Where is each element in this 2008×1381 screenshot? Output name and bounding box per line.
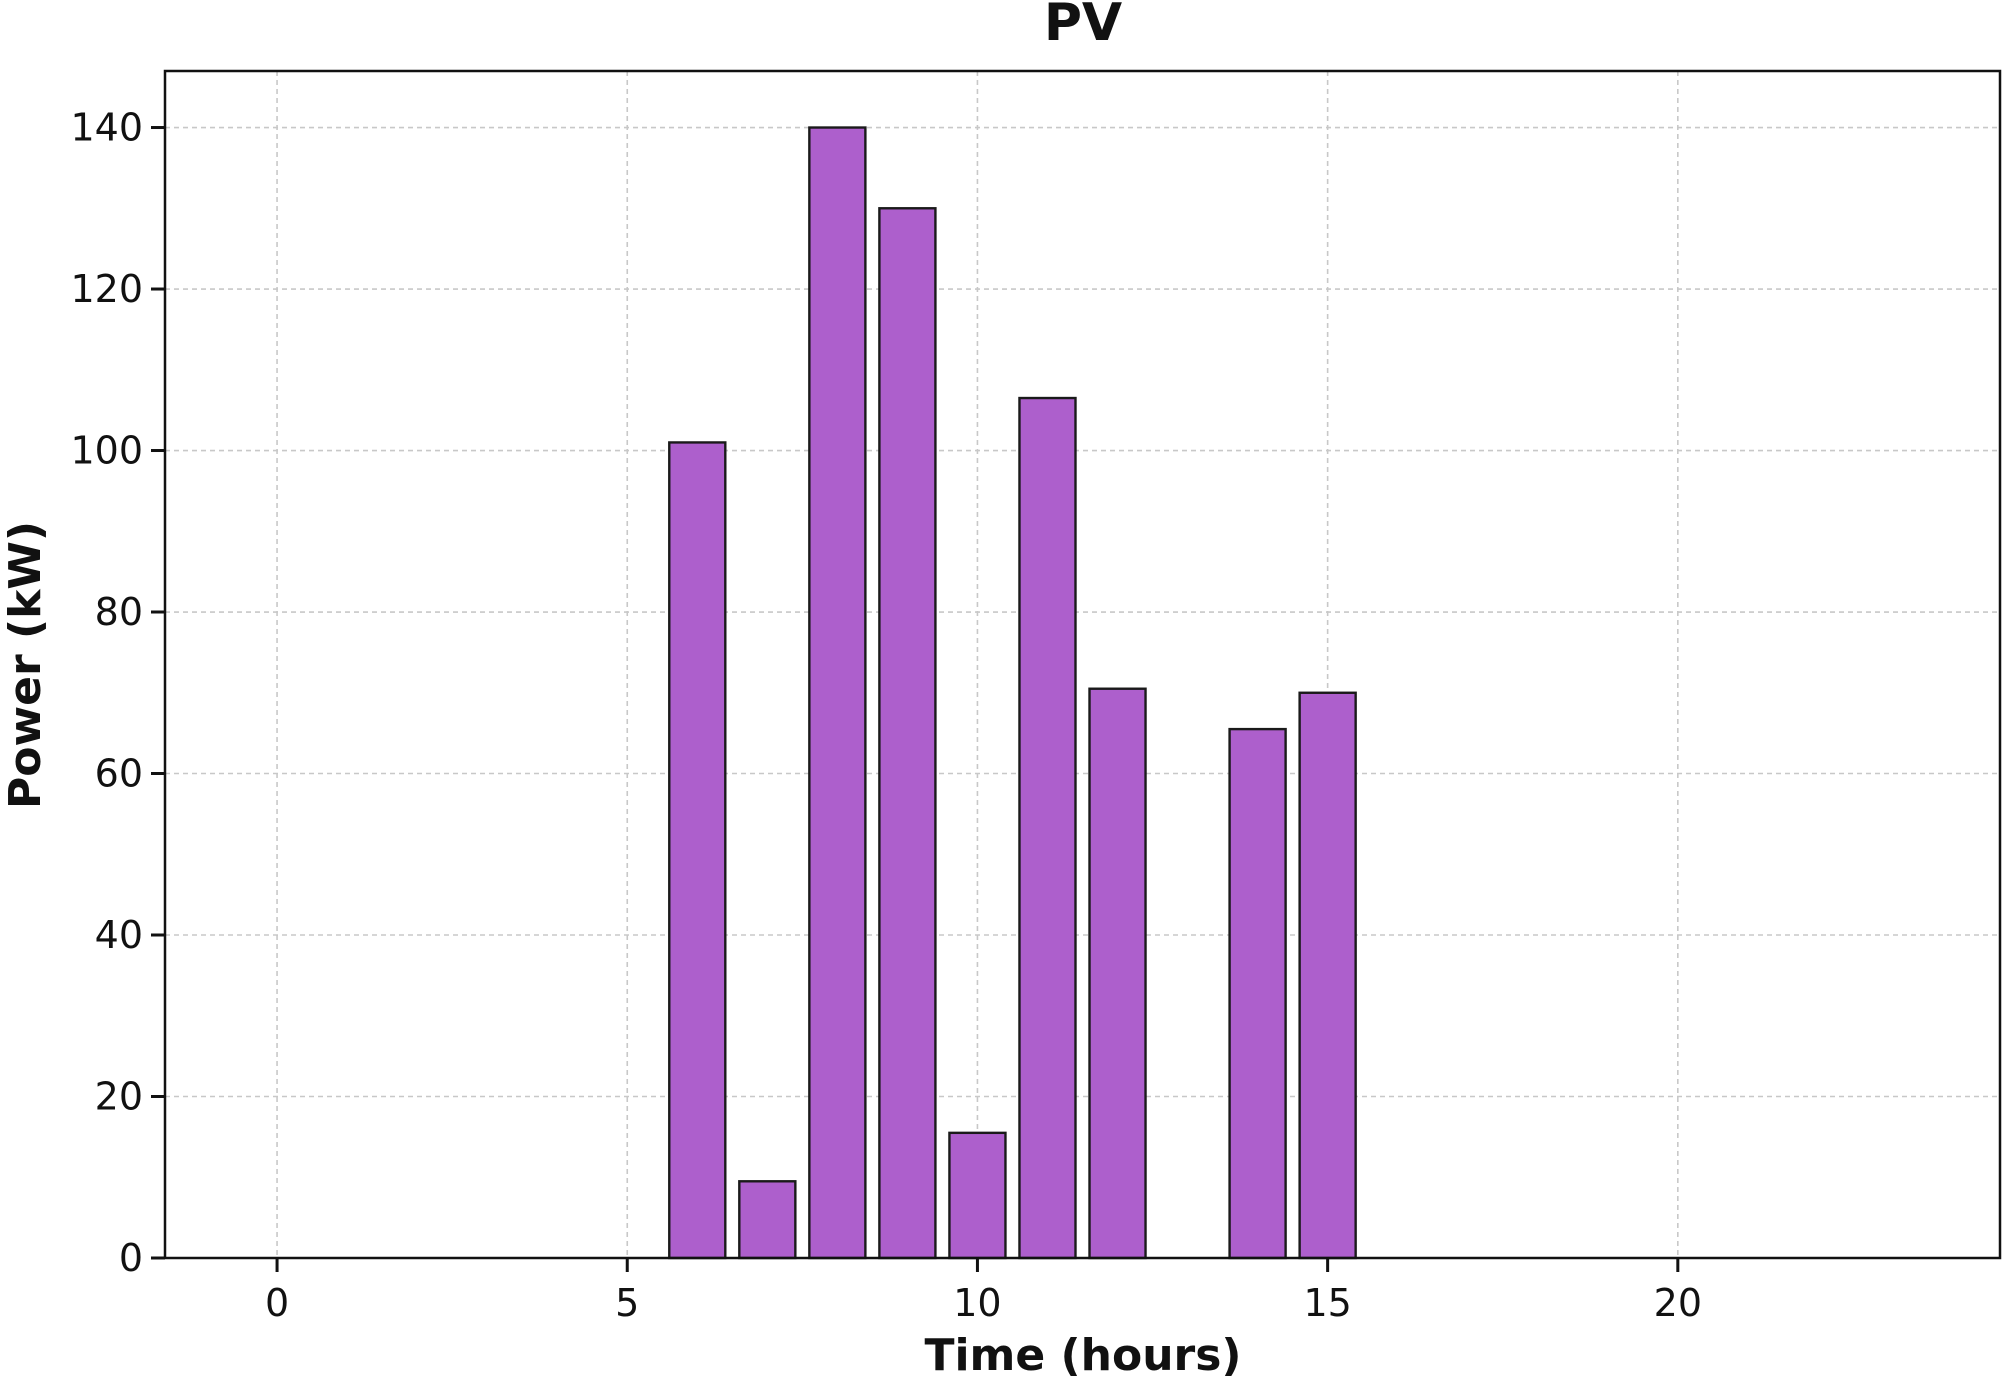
x-axis-ticks: 0 5 10 15 20	[265, 1258, 1702, 1325]
y-tick-label: 20	[95, 1075, 143, 1119]
x-tick-label: 20	[1654, 1281, 1702, 1325]
bar-hour-14	[1228, 727, 1287, 1260]
plot-frame	[163, 69, 2002, 1260]
bar-hour-12	[1088, 687, 1147, 1260]
bar-hour-6	[668, 441, 727, 1260]
y-tick-label: 60	[95, 752, 143, 796]
bar-hour-15	[1298, 691, 1357, 1260]
y-tick-label: 0	[119, 1236, 143, 1280]
grid-lines	[165, 71, 2000, 1258]
bar-hour-11	[1018, 396, 1077, 1260]
y-tick-label: 120	[70, 267, 143, 311]
y-axis-label: Power (kW)	[0, 521, 51, 809]
bar-hour-7	[738, 1180, 797, 1260]
y-tick-label: 100	[70, 429, 143, 473]
y-tick-label: 80	[95, 590, 143, 634]
bars	[668, 126, 1357, 1260]
y-axis-ticks: 0 20 40 60 80 100 120 140	[70, 106, 165, 1280]
x-tick-label: 0	[265, 1281, 289, 1325]
bar-hour-9	[878, 207, 937, 1260]
bar-hour-8	[808, 126, 867, 1260]
x-axis-label: Time (hours)	[924, 1330, 1241, 1381]
y-tick-label: 140	[70, 106, 143, 150]
x-tick-label: 5	[615, 1281, 639, 1325]
y-tick-label: 40	[95, 913, 143, 957]
bar-hour-10	[948, 1131, 1007, 1260]
chart-title: PV	[1044, 0, 1122, 53]
x-tick-label: 15	[1303, 1281, 1351, 1325]
x-tick-label: 10	[953, 1281, 1001, 1325]
